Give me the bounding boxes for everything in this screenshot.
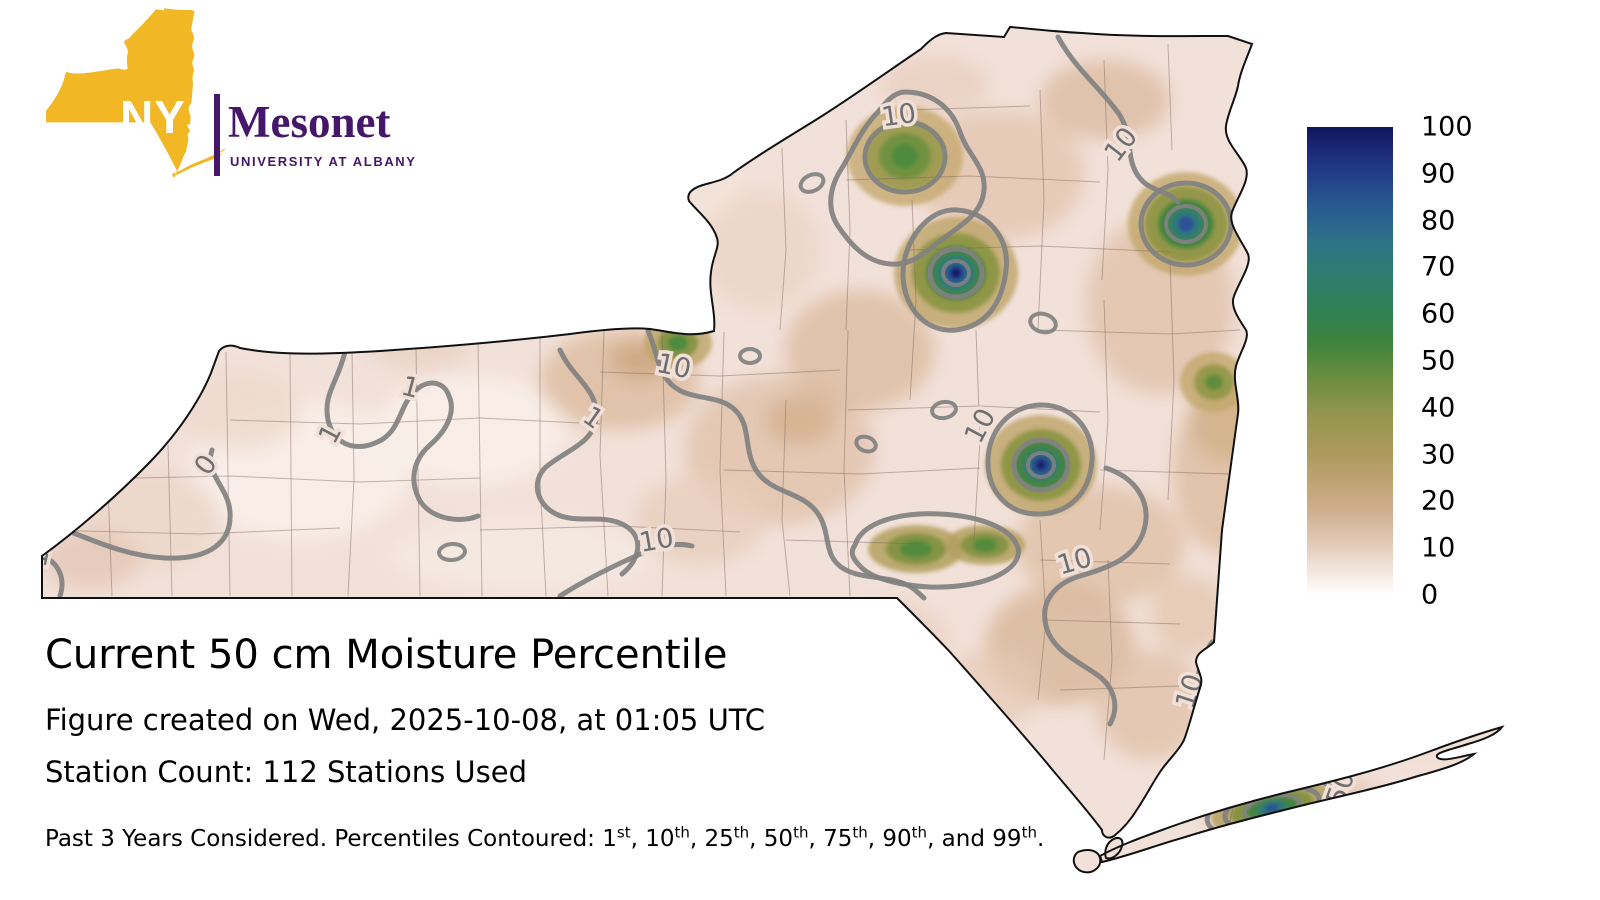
hotspot-ring — [900, 540, 932, 558]
moisture-patch — [180, 370, 300, 450]
logo-subtitle: UNIVERSITY AT ALBANY — [230, 154, 417, 169]
figure-created-line: Figure created on Wed, 2025-10-08, at 01… — [45, 703, 766, 737]
station-count-line: Station Count: 112 Stations Used — [45, 755, 528, 789]
colorbar-tick-label: 90 — [1421, 158, 1456, 190]
colorbar-tick-label: 30 — [1421, 439, 1456, 471]
colorbar-tick-label: 20 — [1421, 485, 1456, 517]
logo-acronym: NYS — [120, 91, 218, 143]
moisture-patch — [700, 190, 820, 310]
colorbar-tick-label: 0 — [1421, 579, 1439, 611]
moisture-patch — [1095, 650, 1205, 760]
moisture-patch — [390, 520, 650, 590]
hotspot-ring — [1205, 374, 1223, 390]
ordinal-superscript: th — [733, 823, 750, 842]
ordinal-superscript: th — [793, 823, 809, 842]
colorbar-tick-label: 10 — [1421, 532, 1456, 564]
contour-lines — [42, 34, 1340, 840]
colorbar-tick-label: 80 — [1421, 205, 1456, 237]
colorbar-tick-label: 60 — [1421, 298, 1456, 330]
logo-brand: Mesonet — [228, 97, 391, 147]
nys-mesonet-logo: NYS Mesonet UNIVERSITY AT ALBANY — [46, 6, 466, 211]
hotspot-ring — [892, 144, 918, 168]
percentiles-footnote: Past 3 Years Considered. Percentiles Con… — [45, 823, 1045, 852]
logo-divider — [214, 94, 220, 176]
colorbar-gradient — [1307, 127, 1393, 595]
colorbar-tick-label: 50 — [1421, 345, 1456, 377]
moisture-patch — [1150, 575, 1230, 655]
moisture-patch — [830, 600, 950, 680]
hotspot-ring — [1178, 216, 1194, 232]
hotspot-ring — [668, 335, 688, 351]
moisture-patch — [660, 140, 740, 220]
figure-title: Current 50 cm Moisture Percentile — [45, 632, 728, 678]
east-mid-station — [1180, 352, 1248, 412]
moisture-patch — [1360, 732, 1500, 764]
hotspot-ring — [1265, 803, 1279, 813]
colorbar-tick-label: 70 — [1421, 251, 1456, 283]
ordinal-superscript: th — [1021, 823, 1037, 842]
ordinal-superscript: th — [911, 823, 928, 842]
ordinal-superscript: st — [616, 823, 631, 842]
moisture-patch — [880, 55, 990, 115]
south-central-west-station — [868, 525, 964, 573]
colorbar-tick-label: 100 — [1421, 111, 1473, 143]
contour-label: 10 — [880, 98, 918, 133]
adirondack-west-station — [894, 217, 1018, 329]
ordinal-superscript: th — [674, 823, 690, 842]
south-central-east-station — [945, 525, 1025, 565]
ordinal-superscript: th — [852, 823, 868, 842]
moisture-patch — [765, 395, 835, 445]
moisture-patch — [375, 375, 565, 485]
moisture-patch — [635, 475, 765, 565]
moisture-patch — [785, 290, 935, 410]
colorbar-tick-labels: 100 90 80 70 60 50 40 30 20 10 0 — [1421, 114, 1600, 609]
moisture-patch — [42, 530, 140, 590]
adirondack-east-station — [1128, 172, 1244, 276]
colorbar: 100 90 80 70 60 50 40 30 20 10 0 — [1307, 114, 1600, 609]
contour-label: 50 — [1321, 767, 1362, 810]
hotspot-ring — [973, 538, 997, 552]
colorbar-tick-label: 40 — [1421, 392, 1456, 424]
hotspot-ring — [1036, 460, 1046, 470]
hotspot-ring — [950, 267, 962, 279]
contour-label: 10 — [637, 522, 676, 558]
moisture-patch — [1015, 485, 1185, 605]
moisture-patch — [940, 650, 1040, 730]
